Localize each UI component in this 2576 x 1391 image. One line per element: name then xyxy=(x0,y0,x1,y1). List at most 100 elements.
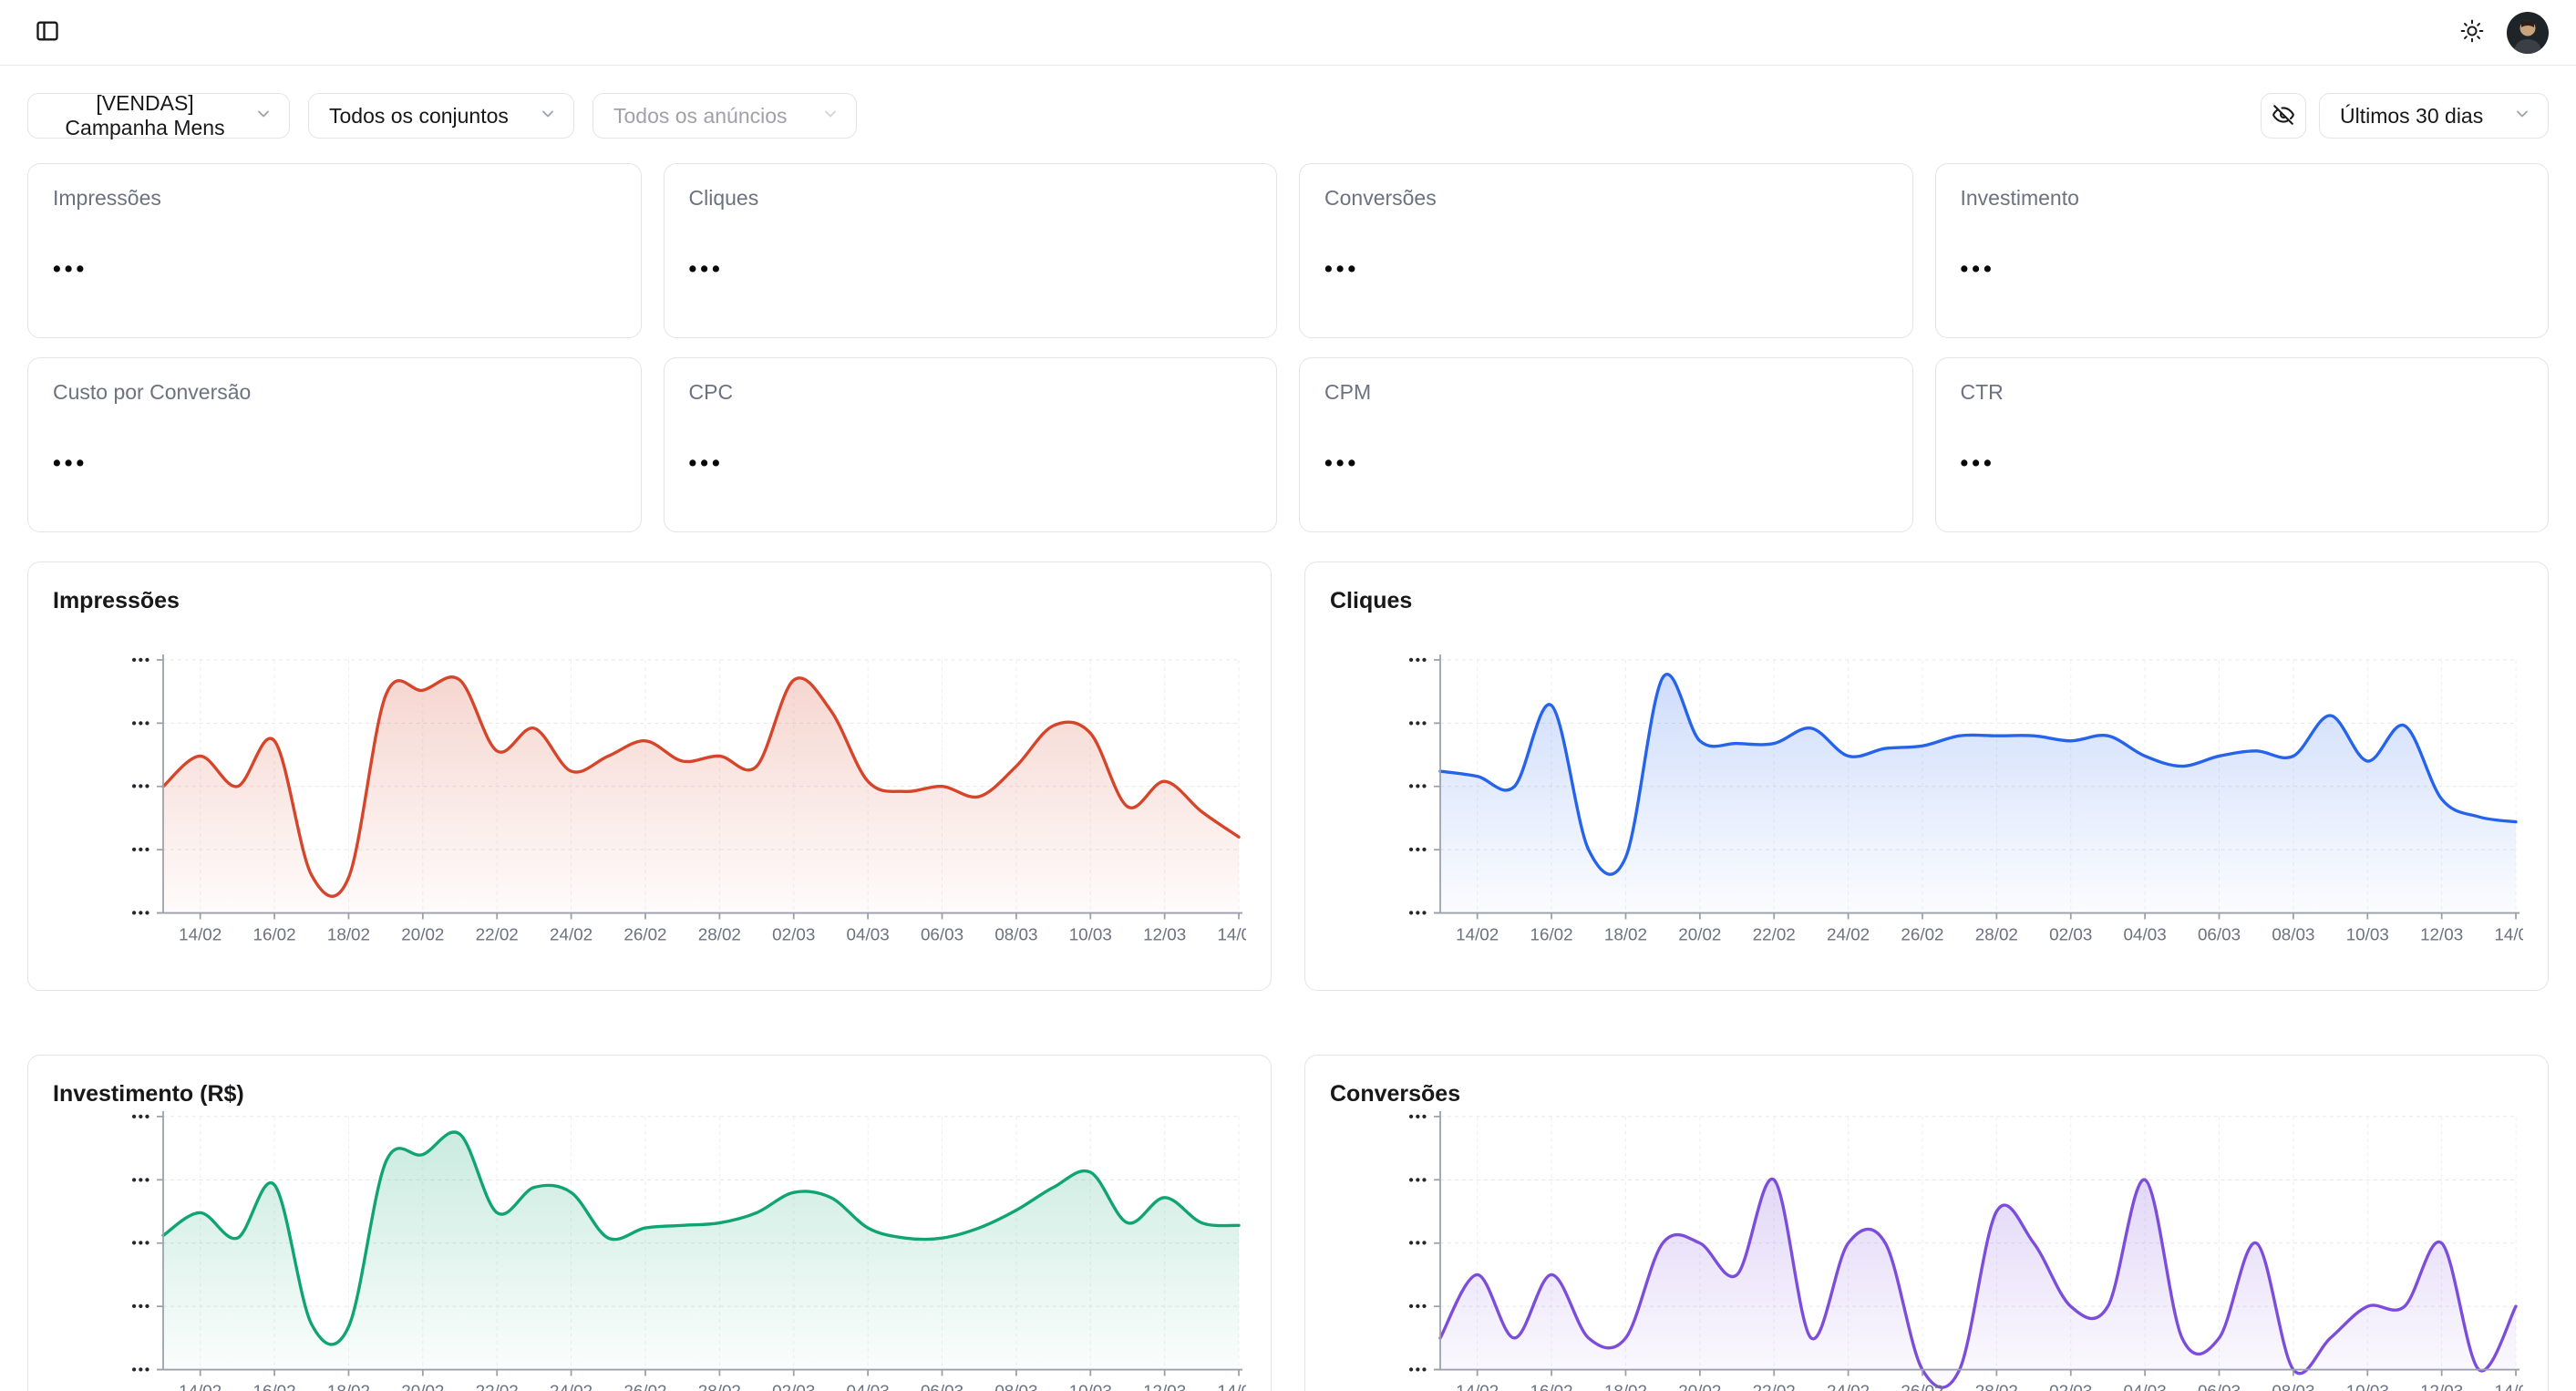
svg-text:14/02: 14/02 xyxy=(1456,1381,1499,1391)
area-chart-canvas[interactable]: 14/02 16/02 18/02 20/02 22/02 24/02 26/02 28/02… xyxy=(1330,1108,2523,1391)
cliques-area-chart[interactable]: 14/02 16/02 18/02 20/02 22/02 24/02 26/02 28/02… xyxy=(1330,651,2523,953)
adset-select[interactable]: Todos os conjuntos xyxy=(308,93,574,139)
svg-text:02/03: 02/03 xyxy=(772,924,815,943)
date-range-value: Últimos 30 dias xyxy=(2340,103,2484,128)
kpi-title: Custo por Conversão xyxy=(53,380,252,404)
user-avatar[interactable] xyxy=(2507,11,2549,54)
svg-text:22/02: 22/02 xyxy=(1753,1381,1796,1391)
svg-text:14/03: 14/03 xyxy=(1217,924,1246,943)
svg-text:•••: ••• xyxy=(1409,716,1429,731)
kpi-card-investimento: Investimento ••• xyxy=(1934,163,2549,338)
svg-text:24/02: 24/02 xyxy=(1827,924,1870,943)
kpi-title: Conversões xyxy=(1324,186,1437,210)
chart-card-impressoes: Impressões 14/02 16/02 18/02 20/02 22/02 24/0… xyxy=(27,562,1272,991)
area-chart-canvas[interactable]: 14/02 16/02 18/02 20/02 22/02 24/02 26/02 28/02… xyxy=(53,1108,1246,1391)
svg-text:•••: ••• xyxy=(132,843,152,858)
kpi-masked-value: ••• xyxy=(53,450,88,476)
chart-title: Investimento (R$) xyxy=(53,1081,244,1107)
campaign-select[interactable]: [VENDAS] Campanha Mens xyxy=(27,91,290,139)
svg-text:22/02: 22/02 xyxy=(1753,924,1796,943)
svg-text:•••: ••• xyxy=(132,716,152,731)
svg-text:24/02: 24/02 xyxy=(550,1381,592,1391)
svg-text:20/02: 20/02 xyxy=(1678,1381,1721,1391)
svg-text:10/03: 10/03 xyxy=(1069,924,1112,943)
svg-text:16/02: 16/02 xyxy=(253,1381,296,1391)
area-chart-canvas[interactable]: 14/02 16/02 18/02 20/02 22/02 24/02 26/02 28/02… xyxy=(1330,651,2523,953)
theme-toggle-button[interactable] xyxy=(2452,13,2492,53)
svg-text:12/03: 12/03 xyxy=(1143,1381,1186,1391)
svg-text:14/03: 14/03 xyxy=(2494,1381,2523,1391)
svg-text:14/02: 14/02 xyxy=(1456,924,1499,943)
eye-off-icon xyxy=(2272,103,2295,129)
svg-text:20/02: 20/02 xyxy=(401,924,444,943)
svg-text:08/03: 08/03 xyxy=(2272,1381,2314,1391)
svg-text:18/02: 18/02 xyxy=(327,924,370,943)
svg-text:06/03: 06/03 xyxy=(921,1381,963,1391)
svg-text:•••: ••• xyxy=(132,780,152,795)
adset-select-value: Todos os conjuntos xyxy=(329,103,509,128)
svg-text:08/03: 08/03 xyxy=(2272,924,2314,943)
area-chart-canvas[interactable]: 14/02 16/02 18/02 20/02 22/02 24/02 26/02 28/02… xyxy=(53,651,1246,953)
svg-text:10/03: 10/03 xyxy=(1069,1381,1112,1391)
svg-text:06/03: 06/03 xyxy=(921,924,963,943)
svg-text:06/03: 06/03 xyxy=(2198,1381,2241,1391)
investimento-area-chart[interactable]: 14/02 16/02 18/02 20/02 22/02 24/02 26/02 28/02… xyxy=(53,1108,1246,1391)
kpi-grid: Impressões ••• Cliques ••• Conversões ••… xyxy=(27,163,2549,532)
svg-text:02/03: 02/03 xyxy=(772,1381,815,1391)
chart-card-conversoes: Conversões 14/02 16/02 18/02 20/02 22/02 24/0… xyxy=(1304,1055,2549,1391)
svg-text:•••: ••• xyxy=(1409,654,1429,668)
svg-text:•••: ••• xyxy=(1409,843,1429,858)
svg-text:02/03: 02/03 xyxy=(2049,924,2092,943)
kpi-masked-value: ••• xyxy=(1324,450,1360,476)
panel-left-icon xyxy=(35,18,60,46)
svg-text:26/02: 26/02 xyxy=(623,1381,666,1391)
campaign-select-value: [VENDAS] Campanha Mens xyxy=(65,91,225,139)
svg-text:•••: ••• xyxy=(132,1237,152,1252)
svg-text:12/03: 12/03 xyxy=(1143,924,1186,943)
svg-text:•••: ••• xyxy=(1409,1110,1429,1125)
kpi-title: Cliques xyxy=(688,186,759,210)
svg-text:08/03: 08/03 xyxy=(994,1381,1037,1391)
svg-text:•••: ••• xyxy=(132,1173,152,1188)
svg-text:18/02: 18/02 xyxy=(1604,924,1647,943)
kpi-title: Investimento xyxy=(1960,186,2079,210)
kpi-card-conversoes: Conversões ••• xyxy=(1299,163,1913,338)
conversoes-area-chart[interactable]: 14/02 16/02 18/02 20/02 22/02 24/02 26/02 28/02… xyxy=(1330,1108,2523,1391)
kpi-masked-value: ••• xyxy=(53,256,88,282)
svg-text:18/02: 18/02 xyxy=(1604,1381,1647,1391)
svg-text:04/03: 04/03 xyxy=(2124,924,2167,943)
svg-text:•••: ••• xyxy=(1409,1364,1429,1378)
hide-values-toggle[interactable] xyxy=(2261,93,2306,139)
svg-text:•••: ••• xyxy=(1409,1173,1429,1188)
ad-select[interactable]: Todos os anúncios xyxy=(592,93,857,139)
kpi-title: Impressões xyxy=(53,186,161,210)
svg-text:14/02: 14/02 xyxy=(179,924,222,943)
svg-text:•••: ••• xyxy=(132,907,152,922)
kpi-card-ctr: CTR ••• xyxy=(1934,357,2549,532)
sun-icon xyxy=(2460,19,2484,46)
svg-text:•••: ••• xyxy=(1409,780,1429,795)
svg-text:•••: ••• xyxy=(132,1300,152,1314)
filter-bar: [VENDAS] Campanha Mens Todos os conjunto… xyxy=(0,91,2576,139)
svg-text:•••: ••• xyxy=(132,1364,152,1378)
kpi-title: CTR xyxy=(1960,380,2004,404)
impressoes-area-chart[interactable]: 14/02 16/02 18/02 20/02 22/02 24/02 26/02 28/02… xyxy=(53,651,1246,953)
svg-text:12/03: 12/03 xyxy=(2420,1381,2463,1391)
svg-text:20/02: 20/02 xyxy=(401,1381,444,1391)
svg-text:•••: ••• xyxy=(1409,1300,1429,1314)
kpi-card-impressoes: Impressões ••• xyxy=(27,163,642,338)
svg-text:28/02: 28/02 xyxy=(698,924,741,943)
chevron-down-icon xyxy=(2513,104,2531,129)
svg-text:10/03: 10/03 xyxy=(2346,1381,2389,1391)
kpi-card-custo-por-conversao: Custo por Conversão ••• xyxy=(27,357,642,532)
kpi-masked-value: ••• xyxy=(688,256,724,282)
sidebar-toggle-button[interactable] xyxy=(27,13,67,53)
kpi-card-cpc: CPC ••• xyxy=(663,357,1277,532)
svg-text:20/02: 20/02 xyxy=(1678,924,1721,943)
svg-text:26/02: 26/02 xyxy=(623,924,666,943)
svg-text:26/02: 26/02 xyxy=(1901,924,1943,943)
kpi-title: CPM xyxy=(1324,380,1372,404)
kpi-masked-value: ••• xyxy=(1324,256,1360,282)
topbar-actions xyxy=(2452,11,2549,54)
date-range-select[interactable]: Últimos 30 dias xyxy=(2319,93,2549,139)
